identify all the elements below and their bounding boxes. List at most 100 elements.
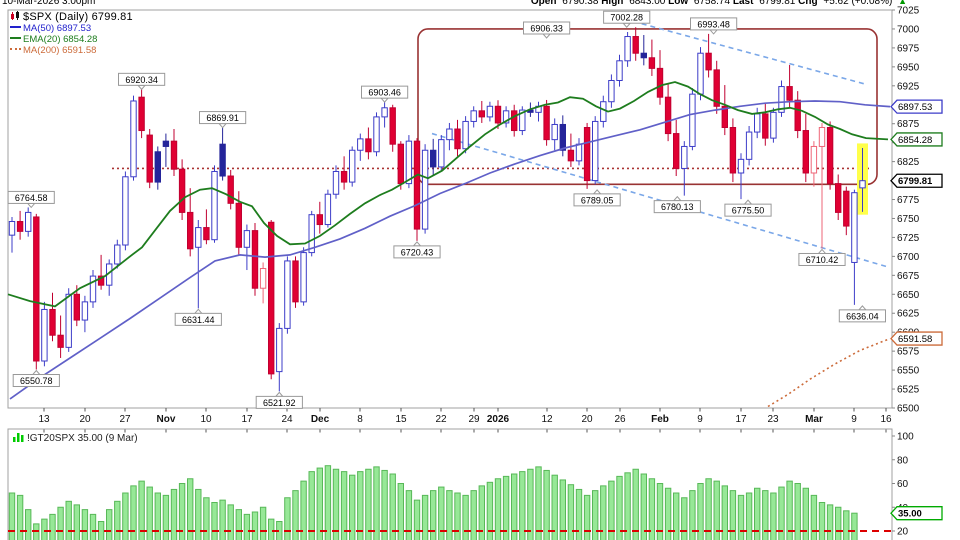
candle — [802, 113, 809, 183]
candle-body — [219, 143, 226, 177]
x-tick-label: 8 — [357, 414, 363, 425]
histogram-bars — [8, 465, 858, 540]
x-tick-label: 2026 — [487, 414, 510, 425]
histogram-bar — [713, 480, 720, 540]
candle-body — [300, 252, 307, 303]
axis-price-tag: 6799.81 — [890, 173, 943, 188]
histogram-bar — [673, 492, 680, 540]
histogram-bar — [608, 480, 615, 540]
candle-body — [332, 170, 340, 195]
x-tick-label: 17 — [735, 414, 747, 425]
x-tick-label: 27 — [119, 414, 131, 425]
candle — [826, 121, 834, 190]
y-tick-label: 6525 — [897, 385, 920, 396]
annotation-pointer — [379, 97, 390, 103]
candle-body — [462, 120, 469, 150]
histogram-bar — [745, 492, 753, 540]
annotation-pointer — [622, 22, 632, 28]
candle — [835, 174, 842, 220]
histogram-bar — [486, 481, 494, 540]
histogram-bar — [843, 510, 850, 540]
candle — [600, 95, 607, 128]
price-annotation-label: 6636.04 — [838, 305, 886, 323]
histogram-bar — [284, 497, 291, 540]
histogram-bar — [25, 509, 32, 540]
candle-body — [413, 140, 421, 230]
annotation-text: 6789.05 — [581, 195, 614, 205]
candle — [737, 153, 745, 200]
candle — [592, 116, 599, 185]
price-annotations: 6764.58 6550.78 6920.34 6631.44 6869.91 6521.… — [7, 10, 886, 409]
price-annotation-label: 6789.05 — [573, 189, 621, 207]
price-annotation-label: 6775.50 — [724, 199, 772, 217]
candle-body — [162, 140, 170, 147]
x-tick-label: 26 — [614, 414, 626, 425]
histogram-bar — [664, 487, 672, 540]
dashed-trendline — [632, 20, 867, 86]
candle-body — [470, 110, 477, 122]
histogram-bar — [268, 518, 275, 540]
candle — [778, 80, 785, 117]
histogram-bar — [559, 479, 566, 540]
candle-body — [826, 127, 834, 185]
annotation-text: 6636.04 — [846, 311, 879, 321]
x-tick-label: 22 — [435, 414, 447, 425]
candle — [794, 91, 801, 139]
histogram-bar — [397, 483, 405, 540]
x-tick-label: Mar — [805, 414, 823, 425]
candle-body — [575, 143, 583, 162]
candle-body — [745, 131, 753, 160]
histogram-bar — [478, 485, 486, 540]
x-tick-label: 16 — [880, 414, 892, 425]
price-tag-text: 6591.58 — [898, 334, 932, 345]
histogram-bar — [430, 490, 437, 540]
price-y-axis: 6500652565506575660066256650667567006725… — [892, 6, 920, 415]
annotation-pointer — [592, 189, 602, 195]
price-plot-border — [7, 9, 893, 409]
histogram-bar — [251, 511, 259, 540]
x-tick-label: Nov — [157, 414, 176, 425]
annotation-box — [174, 312, 222, 326]
annotation-box — [653, 200, 701, 214]
y-tick-label: 7025 — [897, 6, 920, 17]
histogram-bar — [794, 483, 801, 540]
price-annotation-label: 6906.33 — [523, 21, 571, 39]
annotation-text: 6903.46 — [368, 88, 401, 98]
candle — [211, 165, 218, 243]
candle — [154, 146, 162, 190]
y-tick-label: 6650 — [897, 290, 920, 301]
axis-price-tag: 35.00 — [890, 506, 943, 521]
candle-body — [122, 176, 129, 246]
histogram-bar — [413, 499, 421, 540]
histogram-bar — [446, 490, 453, 540]
y-tick-label: 100 — [897, 432, 914, 443]
candle-body — [316, 214, 324, 226]
histogram-bar — [122, 492, 129, 540]
indicator-plot-border — [7, 428, 893, 540]
histogram-bar — [300, 480, 307, 540]
y-tick-label: 6875 — [897, 119, 920, 130]
candle-body — [349, 149, 356, 183]
histogram-bar — [106, 509, 113, 540]
histogram-bar — [162, 494, 170, 540]
candle — [729, 118, 737, 183]
candle-body — [16, 221, 24, 232]
candle — [227, 169, 234, 210]
histogram-bar — [308, 471, 315, 540]
candle-body — [843, 190, 850, 227]
candle — [859, 147, 866, 212]
candle-body — [729, 127, 737, 174]
candle-body — [446, 128, 453, 141]
histogram-bar — [543, 469, 550, 540]
candle — [324, 189, 332, 228]
candle-body — [187, 211, 194, 250]
candle — [8, 216, 16, 253]
candle-body — [373, 116, 380, 153]
annotation-text: 6764.58 — [15, 193, 48, 203]
candle-body — [195, 227, 202, 248]
x-tick-label: 13 — [38, 414, 50, 425]
histogram-bar — [583, 494, 591, 540]
histogram-bar — [259, 506, 267, 540]
annotation-box — [523, 21, 571, 35]
histogram-bar — [494, 478, 502, 540]
